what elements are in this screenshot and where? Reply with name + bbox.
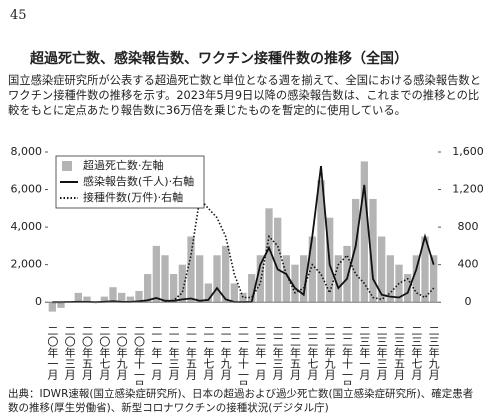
x-tick-label: 二〇年七月 <box>98 325 111 380</box>
bar <box>239 292 247 303</box>
legend-swatch <box>62 161 72 171</box>
bar <box>135 290 143 303</box>
page-number: 45 <box>10 8 27 23</box>
y-tick-label: 2,000 <box>11 258 43 271</box>
bar <box>100 296 108 303</box>
x-tick-label: 二〇年五月 <box>81 325 94 380</box>
title: 超過死亡数、感染報告数、ワクチン接種件数の推移（全国） <box>30 51 408 67</box>
x-tick-label: 二二年七月 <box>306 325 319 380</box>
legend-label: 感染報告数(千人)·右軸 <box>83 174 194 188</box>
legend-label: 接種件数(万件)·右軸 <box>83 190 183 204</box>
y2-tick-label: 800 <box>458 220 479 233</box>
x-tick-label: 二二年一月 <box>254 325 267 380</box>
bar <box>300 255 308 303</box>
bar <box>213 255 221 303</box>
x-tick-label: 二三年一月 <box>358 325 371 380</box>
bar <box>256 255 264 303</box>
x-tick-label: 二二年九月 <box>323 325 336 380</box>
bar <box>230 283 238 303</box>
bar <box>144 274 152 303</box>
bar <box>352 198 360 303</box>
bar <box>222 245 230 303</box>
x-tick-label: 二一年三月 <box>167 325 180 380</box>
bar <box>161 255 169 303</box>
bar <box>118 292 126 303</box>
x-tick-label: 二三年七月 <box>410 325 423 380</box>
x-tick-label: 二二年五月 <box>289 325 302 380</box>
bar <box>386 255 394 303</box>
bar <box>48 302 56 312</box>
source: 出典：IDWR速報(国立感染症研究所)、日本の超過および過少死亡数(国立感染症研… <box>8 388 474 414</box>
bar <box>152 245 160 303</box>
chart: 0 2,000 4,000 6,000 8,000 0 400 800 1,200 1,600 二〇… <box>11 145 484 385</box>
bar <box>334 255 342 303</box>
y2-tick-label: 1,200 <box>452 183 484 196</box>
x-tick-label: 二一年一月 <box>150 325 163 380</box>
bar <box>196 255 204 303</box>
x-tick-label: 二一年九月 <box>219 325 232 380</box>
x-tick-label: 二三年三月 <box>375 325 388 380</box>
bar <box>421 236 429 303</box>
bar <box>204 283 212 303</box>
legend-label: 超過死亡数·左軸 <box>83 158 164 172</box>
y2-tick-label: 400 <box>458 258 479 271</box>
bar <box>404 274 412 303</box>
bar <box>317 180 325 303</box>
y-tick-label: 6,000 <box>11 183 43 196</box>
y2-tick-label: 1,600 <box>452 145 484 158</box>
x-tick-label: 二〇年三月 <box>63 325 76 380</box>
x-tick-label: 二二年三月 <box>271 325 284 380</box>
bar <box>74 292 82 303</box>
bar <box>412 255 420 303</box>
bar <box>265 208 273 303</box>
bar <box>248 274 256 303</box>
y2-tick-label: 0 <box>465 295 472 308</box>
x-tick-label: 二〇年十一月 <box>133 325 146 385</box>
bar <box>291 264 299 303</box>
bar <box>430 255 438 303</box>
bar <box>274 217 282 303</box>
bar <box>360 161 368 303</box>
x-tick-label: 二〇年九月 <box>115 325 128 380</box>
legend-box <box>55 155 205 209</box>
x-tick-label: 二二年十一月 <box>341 325 354 385</box>
x-tick-label: 二三年九月 <box>427 325 440 380</box>
x-tick-label: 二一年七月 <box>202 325 215 380</box>
bar <box>343 245 351 303</box>
x-tick-label: 二〇年一月 <box>46 325 59 380</box>
x-tick-label: 二一年十一月 <box>237 325 250 385</box>
bar <box>187 236 195 303</box>
bar <box>126 296 134 303</box>
x-tick-label: 二三年五月 <box>393 325 406 380</box>
bar <box>282 255 290 303</box>
body-text: 国立感染症研究所が公表する超過死亡数と単位となる週を揃えて、全国における感染報告… <box>8 74 482 117</box>
y-tick-label: 8,000 <box>11 145 43 158</box>
bar <box>308 236 316 303</box>
y-tick-label: 4,000 <box>11 220 43 233</box>
bar <box>378 236 386 303</box>
y-tick-label: 0 <box>35 295 42 308</box>
bar <box>83 296 91 303</box>
x-tick-label: 二一年五月 <box>185 325 198 380</box>
bar <box>178 264 186 303</box>
bar <box>57 302 65 308</box>
bar <box>170 274 178 303</box>
line <box>164 197 435 303</box>
bar <box>109 287 117 303</box>
bar <box>369 198 377 303</box>
